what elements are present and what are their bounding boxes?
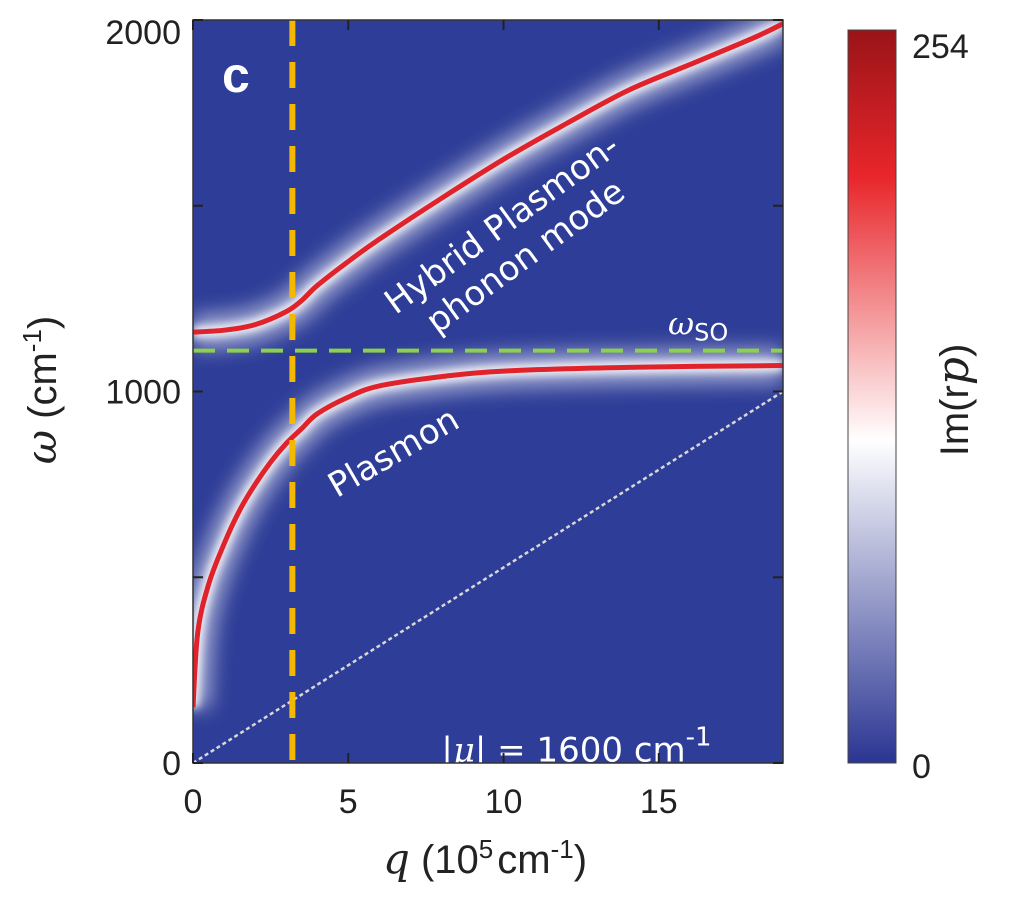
colorbar-frame [847,29,897,764]
y-axis-ticks: 0 1000 2000 [105,14,783,783]
series-hybrid-plasmon-phonon-mode [193,20,783,350]
colorbar-max-label: 254 [912,28,969,66]
reference-lines: ωSO [193,20,783,763]
series-layer [193,20,783,763]
mu-label: |μ| = 1600 cm-1 [441,723,711,771]
y-tick-label: 0 [162,745,181,783]
plot-area [193,20,783,763]
colorbar-min-label: 0 [912,748,931,786]
y-tick-label: 2000 [105,14,181,52]
x-axis-ticks: 0 5 10 15 [184,20,678,821]
x-tick-label: 5 [339,783,358,821]
x-tick-label: 15 [640,783,678,821]
y-axis-label: ω (cm-1) [17,316,66,464]
panel-label: c [222,47,250,103]
colorbar [848,30,896,763]
colorbar-label: Im(rp) [928,344,979,457]
x-tick-label: 10 [485,783,523,821]
series-line [193,363,783,708]
x-axis-label: q (105 cm-1) [383,834,587,883]
y-tick-label: 1000 [105,374,181,412]
x-tick-label: 0 [184,783,203,821]
omega-so-label: ωSO [668,305,728,347]
series-plasmon [193,348,783,709]
series-line [193,21,783,335]
